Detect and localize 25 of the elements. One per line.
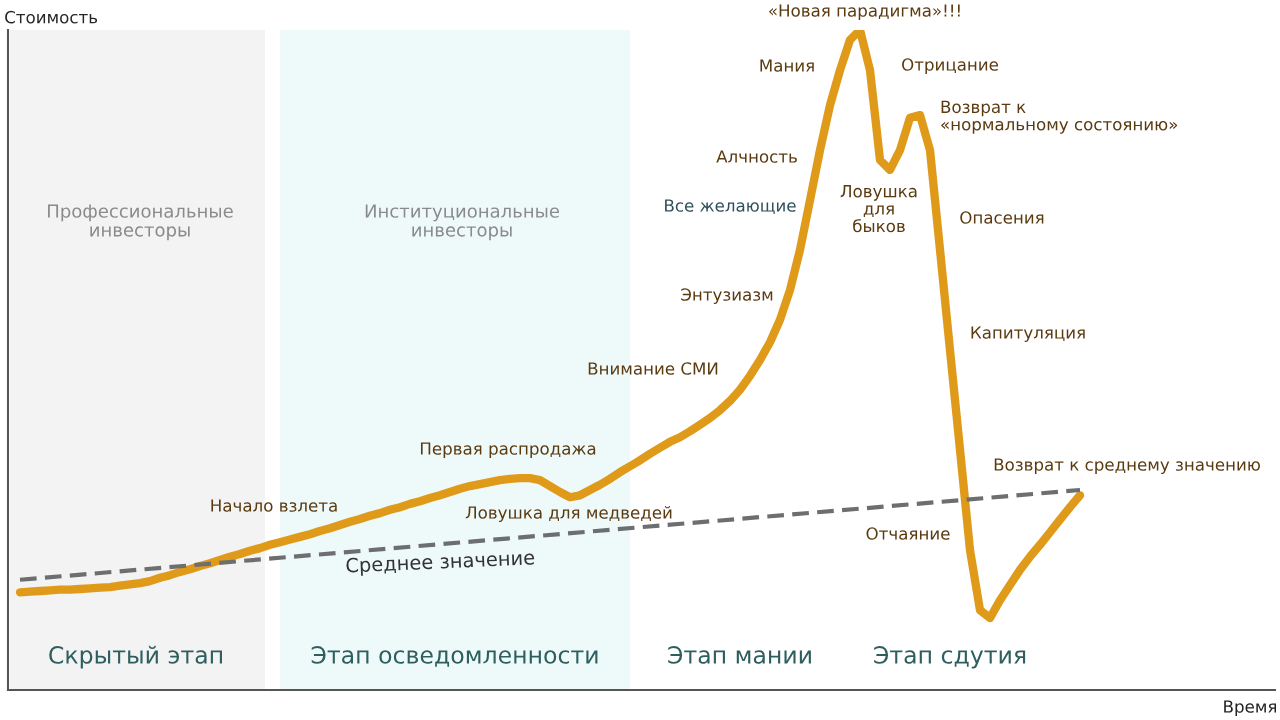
annotation: Возврат к среднему значению xyxy=(994,458,1260,475)
annotation: Энтузиазм xyxy=(681,288,773,305)
annotation: Ловушка для быков xyxy=(840,185,917,233)
annotation: Этап осведомленности xyxy=(311,645,598,667)
annotation: Алчность xyxy=(716,150,797,163)
annotation: Мания xyxy=(760,59,814,72)
annotation: Этап сдутия xyxy=(874,645,1026,669)
series-label: Среднее значение xyxy=(346,549,535,577)
annotation: Первая распродажа xyxy=(420,442,596,459)
annotation: Ловушка для медведей xyxy=(465,506,672,523)
annotation: Все желающие xyxy=(665,199,796,214)
text: «Новая парадигма»!!! xyxy=(769,4,960,21)
annotation: Капитуляция xyxy=(971,326,1085,343)
annotation: Институциональные инвесторы xyxy=(365,204,560,241)
text: Время xyxy=(1224,700,1277,717)
annotation: Скрытый этап xyxy=(49,645,222,669)
annotation: Начало взлета xyxy=(211,499,337,512)
annotation: Этап мании xyxy=(668,645,811,664)
annotation: Внимание СМИ xyxy=(588,362,718,375)
annotation: Отчаяние xyxy=(866,527,950,540)
annotation: Отрицание xyxy=(902,58,998,75)
y-axis-title: Стоимость xyxy=(5,10,98,24)
annotation: Возврат к «нормальному состоянию» xyxy=(941,100,1178,134)
annotation: Опасения xyxy=(960,211,1044,224)
annotation: Профессиональные инвесторы xyxy=(48,204,233,241)
